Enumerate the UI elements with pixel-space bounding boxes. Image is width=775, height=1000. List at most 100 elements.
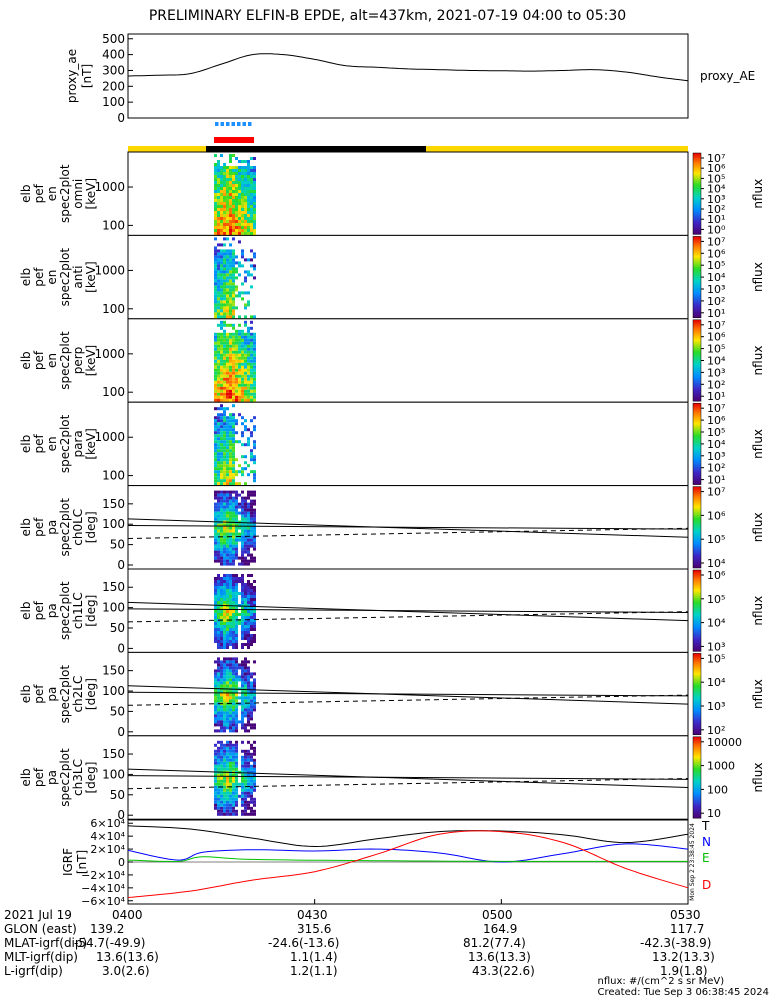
spectrogram-cell xyxy=(217,279,220,283)
spectrogram-cell xyxy=(241,187,244,190)
spectrogram-cell xyxy=(250,598,253,601)
spectrogram-cell xyxy=(241,392,244,396)
spectrogram-cell xyxy=(220,723,223,727)
spectrogram-cell xyxy=(214,261,217,265)
spectrogram-cell xyxy=(217,541,220,545)
spectrogram-cell xyxy=(226,398,229,402)
spectrogram-cell xyxy=(223,267,226,271)
spectrogram-cell xyxy=(217,482,220,486)
spectrogram-cell xyxy=(229,374,232,378)
spectrogram-cell xyxy=(250,347,253,351)
spectrogram-cell xyxy=(229,157,232,160)
spectrogram-cell xyxy=(226,517,229,521)
spectrogram-cell xyxy=(247,592,250,595)
spectrogram-cell xyxy=(232,205,235,208)
spectrogram-cell xyxy=(223,291,226,295)
spectrogram-cell xyxy=(235,389,238,393)
spectrogram-cell xyxy=(235,752,238,756)
spectrogram-cell xyxy=(214,752,217,756)
spectrogram-cell xyxy=(247,696,250,700)
spectrogram-cell xyxy=(232,338,235,342)
spectrogram-cell xyxy=(220,622,223,625)
panel-frame xyxy=(127,151,689,236)
spectrogram-cell xyxy=(244,350,247,354)
spectrogram-cell xyxy=(247,619,250,622)
spectrogram-cell xyxy=(253,696,256,700)
spectrogram-cell xyxy=(232,428,235,432)
spectrogram-cell xyxy=(217,598,220,601)
spectrogram-cell xyxy=(223,446,226,450)
spectrogram-cell xyxy=(214,717,217,721)
spectrogram-cell xyxy=(235,666,238,670)
spectrogram-cell xyxy=(235,628,238,631)
spectrogram-cell xyxy=(232,377,235,381)
spectrogram-cell xyxy=(229,669,232,673)
coverage-mark xyxy=(248,122,252,126)
colorbar-tick-label: 10⁴ xyxy=(707,355,726,368)
spectrogram-cell xyxy=(214,196,217,199)
colorbar-tick-label: 10⁶ xyxy=(707,509,726,522)
spectrogram-cell xyxy=(247,767,250,771)
spectrogram-cell xyxy=(214,538,217,542)
spectrogram-cell xyxy=(217,398,220,402)
spectrogram-cell xyxy=(226,196,229,199)
spectrogram-cell xyxy=(217,365,220,369)
y-tick-label: 100 xyxy=(102,469,125,483)
spectrogram-cell xyxy=(229,592,232,595)
spectrogram-cell xyxy=(223,270,226,274)
spectrogram-cell xyxy=(244,380,247,384)
spectrogram-cell xyxy=(247,172,250,175)
spectrogram-cell xyxy=(241,684,244,688)
igrf-ylabel: IGRF xyxy=(61,848,75,876)
spectrogram-cell xyxy=(223,574,226,577)
spectrogram-cell xyxy=(220,473,223,477)
spectrogram-cell xyxy=(247,181,250,184)
spectrogram-cell xyxy=(238,386,241,390)
spectrogram-cell xyxy=(250,514,253,518)
spectrogram-cell xyxy=(253,395,256,399)
spectrogram-cell xyxy=(223,332,226,336)
spectrogram-cell xyxy=(226,577,229,580)
spectrogram-cell xyxy=(223,779,226,783)
spectrogram-cell xyxy=(226,434,229,438)
spectrogram-cell xyxy=(235,523,238,527)
spectrogram-cell xyxy=(217,300,220,304)
spectrogram-cell xyxy=(244,773,247,777)
spectrogram-cell xyxy=(247,559,250,563)
spectrogram-cell xyxy=(253,681,256,685)
spectrogram-cell xyxy=(232,788,235,792)
footer-value: -42.3(-38.9) xyxy=(640,936,712,950)
spectrogram-cell xyxy=(238,184,241,187)
spectrogram-cell xyxy=(247,211,250,214)
spectrogram-cell xyxy=(241,720,244,724)
spectrogram-cell xyxy=(220,202,223,205)
spectrogram-cell xyxy=(244,595,247,598)
spectrogram-cell xyxy=(253,479,256,483)
spectrogram-cell xyxy=(238,440,241,444)
spectrogram-cell xyxy=(220,326,223,330)
anti-loss-cone-line xyxy=(127,694,689,706)
spectrogram-cell xyxy=(241,544,244,548)
spectrogram-cell xyxy=(217,214,220,217)
spectrogram-cell xyxy=(247,535,250,539)
spectrogram-cell xyxy=(232,660,235,664)
spectrogram-cell xyxy=(226,776,229,780)
spectrogram-cell xyxy=(229,252,232,256)
colorbar-tick-label: 10³ xyxy=(707,193,725,206)
spectrogram-cell xyxy=(250,499,253,503)
spectrogram-cell xyxy=(244,660,247,664)
spectrogram-cell xyxy=(229,788,232,792)
spectrogram-cell xyxy=(214,184,217,187)
spectrogram-cell xyxy=(226,365,229,369)
proxy-ae-tick-label: 500 xyxy=(102,32,125,46)
spectrogram-cell xyxy=(223,690,226,694)
spectrogram-cell xyxy=(253,416,256,420)
spectrogram-cell xyxy=(232,720,235,724)
spectrogram-cell xyxy=(247,196,250,199)
spectrogram-cell xyxy=(214,264,217,268)
spectrogram-cell xyxy=(223,205,226,208)
spectrogram-cell xyxy=(220,229,223,232)
spectrogram-cell xyxy=(214,482,217,486)
spectrogram-cell xyxy=(250,470,253,474)
spectrogram-cell xyxy=(232,764,235,768)
